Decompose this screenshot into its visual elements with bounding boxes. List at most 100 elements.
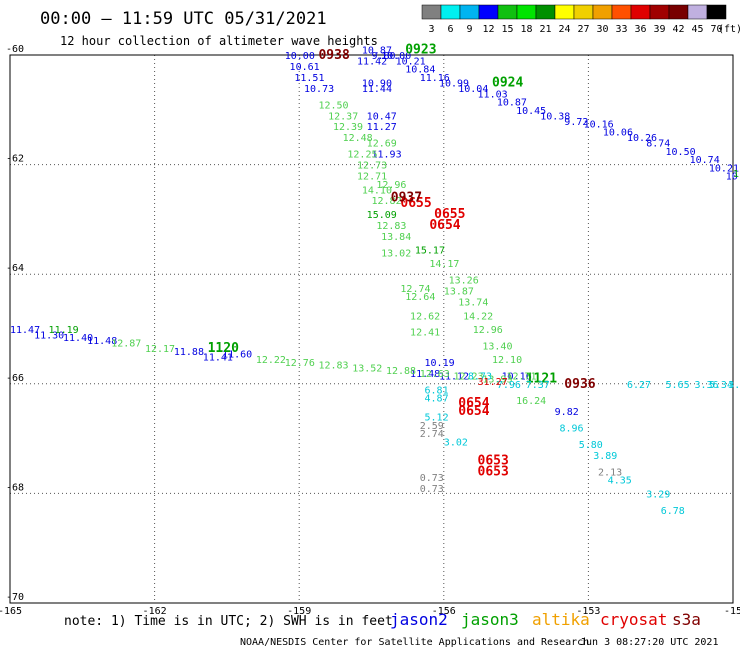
colorbar-swatch — [440, 4, 461, 20]
plot-frame — [9, 54, 734, 604]
colorbar-label: 33 — [615, 24, 627, 35]
grid — [10, 55, 733, 603]
legend-item-altika: altika — [532, 610, 590, 629]
data-point-label: 11.19 — [49, 325, 79, 336]
data-point-label: 0936 — [564, 377, 595, 392]
colorbar-label: 3 — [428, 24, 434, 35]
data-point-label: 5.34 — [709, 380, 733, 391]
colorbar-swatch — [630, 4, 651, 20]
data-point-label: 12.71 — [357, 172, 387, 183]
data-point-label: 11.30 — [34, 330, 64, 341]
colorbar-label: 42 — [672, 24, 684, 35]
data-point-label: 12.69 — [367, 139, 397, 150]
data-point-label: 6.78 — [661, 506, 685, 517]
data-point-label: 0.73 — [420, 484, 444, 495]
data-point-label: 14.22 — [463, 311, 493, 322]
data-point-label: 3.62 — [728, 380, 740, 391]
data-point-label: 10.21 — [709, 163, 739, 174]
data-point-label: 3.89 — [593, 451, 617, 462]
data-point-label: 11.44 — [362, 84, 392, 95]
data-point-label: 10.06 — [603, 128, 633, 139]
data-point-label: 11.27 — [367, 122, 397, 133]
data-point-label: 11.03 — [478, 89, 508, 100]
data-point-label: 0655 — [434, 207, 465, 222]
x-tick-label: -156 — [432, 606, 456, 617]
data-point-label: 0938 — [318, 48, 349, 63]
colorbar-swatch — [573, 4, 594, 20]
colorbar-swatch — [516, 4, 537, 20]
data-point-label: 12.88 — [386, 366, 416, 377]
data-point-label: 12.71 — [506, 372, 536, 383]
data-point-label: 9.82 — [555, 407, 579, 418]
x-tick-label: -165 — [0, 606, 22, 617]
data-point-label: 11.51 — [294, 73, 324, 84]
data-point-label: 10.50 — [666, 147, 696, 158]
colorbar-swatch — [497, 4, 518, 20]
data-point-label: 12.96 — [473, 325, 503, 336]
data-point-label: 10.90 — [362, 78, 392, 89]
data-point-label: 13.26 — [449, 276, 479, 287]
data-point-label: 10.45 — [516, 106, 546, 117]
colorbar-swatch — [706, 4, 727, 20]
legend-item-jason2: jason2 — [390, 610, 448, 629]
data-point-label: 5.80 — [579, 440, 603, 451]
data-point-label: 11.88 — [174, 347, 204, 358]
legend-item-jason3: jason3 — [461, 610, 519, 629]
data-point-label: 0924 — [492, 75, 523, 90]
data-point-label: 1121 — [526, 371, 557, 386]
data-point-label: 12.10 — [492, 355, 522, 366]
data-points: 10.0010.6111.5110.7310.8711.429.8010.001… — [10, 43, 740, 517]
colorbar-swatch — [459, 4, 480, 20]
footer-timestamp: Jun 3 08:27:20 UTC 2021 — [580, 637, 718, 648]
data-point-label: 12.83 — [376, 221, 406, 232]
data-point-label: 0653 — [478, 464, 509, 479]
colorbar-label: 70 — [710, 24, 722, 35]
colorbar-label: 21 — [539, 24, 551, 35]
colorbar: 3 6 9 12 15 18 21 24 27 30 33 36 39 42 45 70 — [421, 4, 727, 35]
colorbar-label: 30 — [596, 24, 608, 35]
data-point-label: 10.99 — [439, 78, 469, 89]
data-point-label: 10.8 — [726, 172, 740, 183]
colorbar-label: 9 — [466, 24, 472, 35]
x-tick-label: -153 — [576, 606, 600, 617]
data-point-label: 13.02 — [381, 248, 411, 259]
data-point-label: 11.41 — [203, 352, 233, 363]
x-tick-label: -15 — [724, 606, 740, 617]
data-point-label: 15.17 — [415, 246, 445, 257]
data-point-label: 14.10 — [362, 185, 392, 196]
data-point-label: 12.39 — [333, 122, 363, 133]
data-point-label: 0.73 — [420, 473, 444, 484]
data-point-label: 5.65 — [666, 380, 690, 391]
data-point-label: 2.59 — [420, 421, 444, 432]
data-point-label: 8.73 — [468, 372, 492, 383]
data-point-label: 13.87 — [444, 287, 474, 298]
data-point-label: 12.48 — [343, 133, 373, 144]
colorbar-swatch — [535, 4, 556, 20]
data-point-label: 7.37 — [526, 380, 550, 391]
satellite-legend: jason2 jason3 altika cryosat s3a — [390, 610, 701, 629]
data-point-label: 1 — [733, 169, 739, 180]
colorbar-swatch — [668, 4, 689, 20]
data-point-label: 11.16 — [420, 73, 450, 84]
y-tick-label: -64 — [6, 263, 24, 274]
data-point-label: 8.74 — [646, 139, 670, 150]
data-point-label: 13.74 — [458, 298, 488, 309]
colorbar-swatch — [592, 4, 613, 20]
data-point-label: 12.96 — [376, 180, 406, 191]
data-point-label: 12.37 — [328, 111, 358, 122]
data-point-label: 1120 — [208, 341, 239, 356]
data-point-label: 16.24 — [516, 396, 546, 407]
colorbar-swatch — [554, 4, 575, 20]
data-point-label: 4.35 — [608, 476, 632, 487]
colorbar-label: 12 — [482, 24, 494, 35]
data-point-label: 12.76 — [285, 358, 315, 369]
x-tick-label: -159 — [287, 606, 311, 617]
data-point-label: 12.74 — [400, 284, 430, 295]
footer-credit: NOAA/NESDIS Center for Satellite Applica… — [240, 637, 589, 648]
colorbar-label: 27 — [577, 24, 589, 35]
data-point-label: 13.93 — [482, 374, 512, 385]
data-point-label: 10.38 — [540, 111, 570, 122]
data-point-label: 7.96 — [497, 380, 521, 391]
